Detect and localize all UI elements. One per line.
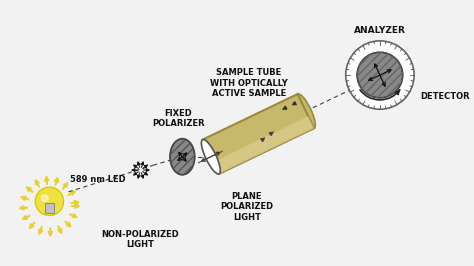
Circle shape [35, 187, 64, 215]
Circle shape [346, 41, 414, 109]
Ellipse shape [170, 139, 195, 175]
Text: SAMPLE TUBE
WITH OPTICALLY
ACTIVE SAMPLE: SAMPLE TUBE WITH OPTICALLY ACTIVE SAMPLE [210, 68, 288, 98]
Text: DETECTOR: DETECTOR [420, 92, 469, 101]
Text: ANALYZER: ANALYZER [354, 26, 406, 35]
Polygon shape [202, 94, 314, 174]
Text: NON-POLARIZED
LIGHT: NON-POLARIZED LIGHT [102, 230, 180, 249]
Text: FIXED
POLARIZER: FIXED POLARIZER [152, 109, 205, 128]
Polygon shape [213, 116, 314, 174]
Text: 589 nm LED: 589 nm LED [70, 175, 126, 184]
Text: PLANE
POLARIZED
LIGHT: PLANE POLARIZED LIGHT [220, 192, 273, 222]
Circle shape [357, 52, 403, 98]
Circle shape [41, 195, 48, 202]
Bar [45, 203, 54, 213]
Ellipse shape [296, 94, 315, 128]
Ellipse shape [201, 139, 220, 174]
